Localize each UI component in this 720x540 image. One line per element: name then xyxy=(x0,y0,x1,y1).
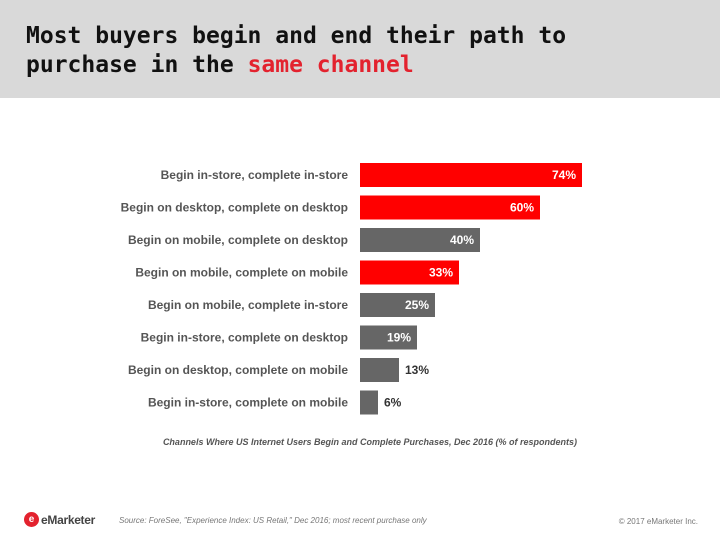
logo-text: eMarketer xyxy=(41,512,96,527)
title-line-2: purchase in the xyxy=(26,52,248,78)
value-label: 60% xyxy=(510,201,534,215)
bar xyxy=(360,293,435,317)
logo-mark-icon: e xyxy=(24,512,39,527)
category-label: Begin on mobile, complete on mobile xyxy=(135,266,348,280)
copyright: © 2017 eMarketer Inc. xyxy=(618,517,698,526)
title-line-1: Most buyers begin and end their path to xyxy=(26,23,567,49)
category-label: Begin in-store, complete in-store xyxy=(161,168,349,182)
header-band: Most buyers begin and end their path to … xyxy=(0,0,720,98)
category-label: Begin in-store, complete on desktop xyxy=(141,331,348,345)
bar xyxy=(360,260,459,285)
category-label: Begin on desktop, complete on desktop xyxy=(121,201,348,215)
value-label: 6% xyxy=(384,396,402,410)
bar xyxy=(360,228,480,252)
value-label: 33% xyxy=(429,266,453,280)
page-title: Most buyers begin and end their path to … xyxy=(26,22,566,80)
bar xyxy=(360,390,378,415)
bar-chart: Begin in-store, complete in-store 74% Begi… xyxy=(121,163,582,447)
chart-caption: Channels Where US Internet Users Begin a… xyxy=(163,437,577,447)
title-highlight: same channel xyxy=(247,52,414,78)
category-label: Begin on mobile, complete on desktop xyxy=(128,233,348,247)
category-label: Begin on desktop, complete on mobile xyxy=(128,363,348,377)
value-label: 19% xyxy=(387,331,411,345)
emarketer-logo: e eMarketer xyxy=(24,512,95,527)
value-label: 25% xyxy=(405,298,429,312)
bar xyxy=(360,163,582,187)
value-label: 74% xyxy=(552,168,576,182)
value-label: 13% xyxy=(405,363,429,377)
category-label: Begin in-store, complete on mobile xyxy=(148,396,348,410)
bar xyxy=(360,358,399,382)
bar xyxy=(360,325,417,350)
category-label: Begin on mobile, complete in-store xyxy=(148,298,348,312)
bar xyxy=(360,195,540,220)
value-label: 40% xyxy=(450,233,474,247)
source-note: Source: ForeSee, "Experience Index: US R… xyxy=(119,516,427,525)
